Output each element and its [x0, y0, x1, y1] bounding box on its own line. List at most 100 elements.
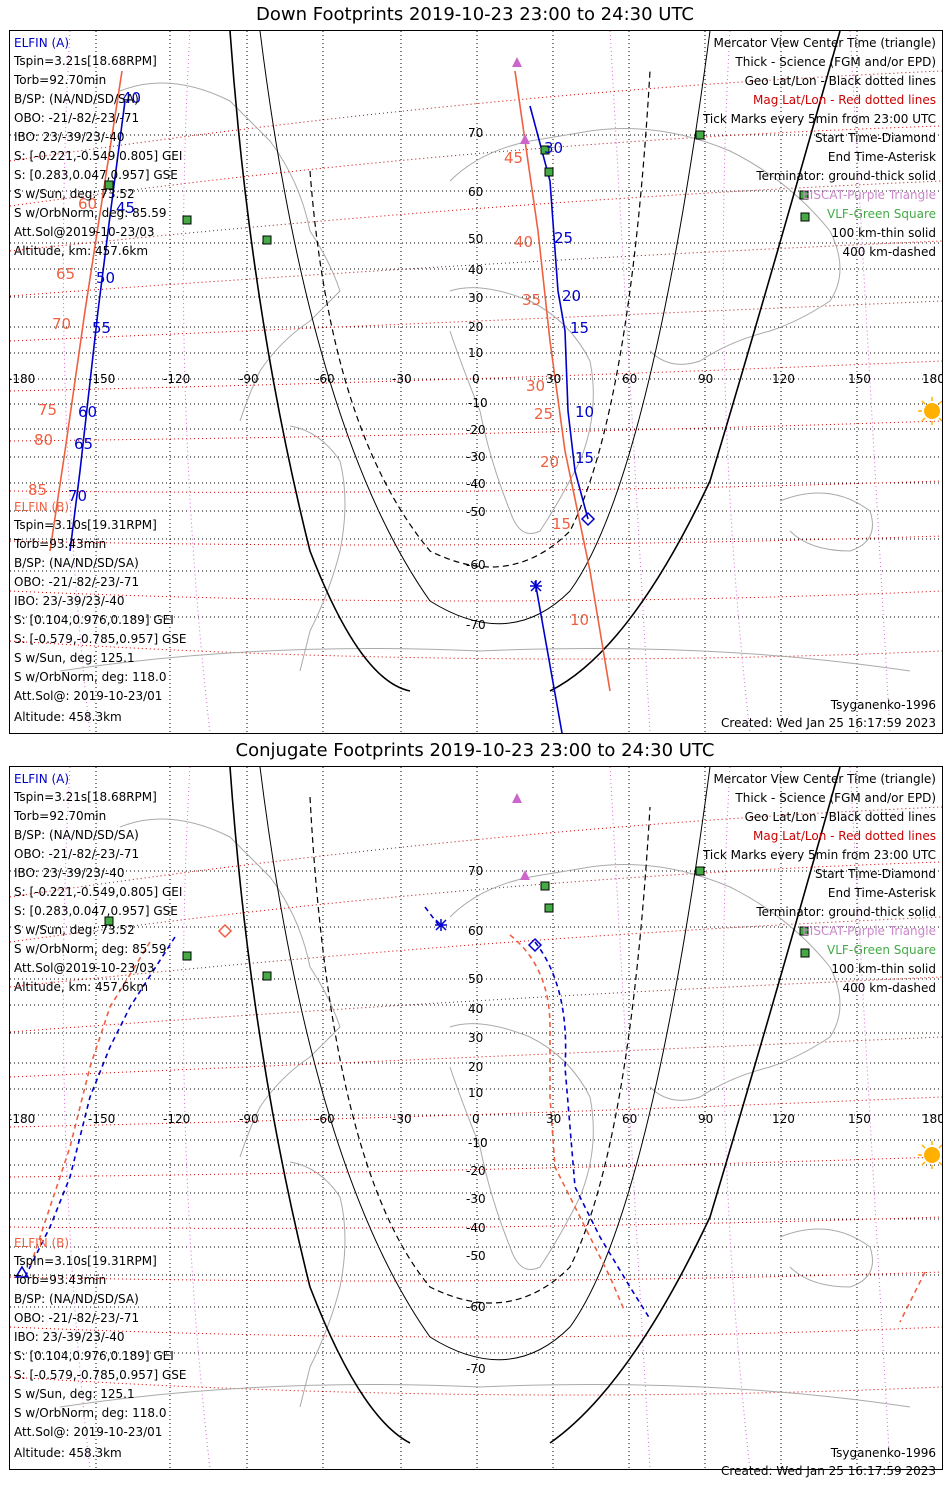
svg-text:Tspin=3.21s[18.68RPM]: Tspin=3.21s[18.68RPM] [13, 790, 157, 804]
svg-text:-120: -120 [163, 1112, 190, 1126]
vlf-square-icon [104, 180, 114, 190]
elfin-b-info-down: ELFIN (B) Tspin=3.10s[19.31RPM] Torb=93.… [13, 500, 187, 724]
view-center-triangle-icon [512, 793, 522, 803]
svg-text:45: 45 [116, 199, 135, 217]
svg-text:ELFIN (B): ELFIN (B) [14, 1236, 69, 1250]
svg-text:ELFIN (B): ELFIN (B) [14, 500, 69, 514]
svg-text:Altitude, km: 457.6km: Altitude, km: 457.6km [14, 244, 148, 258]
end-asterisk-icon [435, 919, 447, 931]
svg-text:15: 15 [552, 515, 571, 533]
terminator-down [229, 31, 841, 692]
svg-text:Tick Marks every 5min from 23:: Tick Marks every 5min from 23:00 UTC [702, 848, 936, 862]
elfin-b-track-down [49, 70, 611, 692]
svg-text:50: 50 [468, 232, 483, 246]
svg-text:B/SP: (NA/ND/SD/SA): B/SP: (NA/ND/SD/SA) [14, 1292, 139, 1306]
svg-text:60: 60 [78, 403, 97, 421]
svg-text:Geo Lat/Lon - Black dotted lin: Geo Lat/Lon - Black dotted lines [745, 810, 936, 824]
svg-text:S w/OrbNorm, deg: 118.0: S w/OrbNorm, deg: 118.0 [14, 670, 166, 684]
vlf-square-icon [544, 167, 554, 177]
svg-text:65: 65 [74, 435, 93, 453]
svg-text:-30: -30 [392, 372, 412, 386]
vlf-square-icon [800, 212, 810, 222]
svg-text:30: 30 [546, 372, 561, 386]
svg-text:25: 25 [554, 229, 573, 247]
svg-text:S: [-0.579,-0.785,0.957] GSE: S: [-0.579,-0.785,0.957] GSE [14, 632, 187, 646]
vlf-square-icon [540, 145, 550, 155]
svg-text:-70: -70 [466, 618, 486, 632]
svg-text:Tspin=3.10s[19.31RPM]: Tspin=3.10s[19.31RPM] [13, 518, 157, 532]
svg-text:Tsyganenko-1996: Tsyganenko-1996 [830, 698, 936, 712]
svg-text:Att.Sol@: 2019-10-23/01: Att.Sol@: 2019-10-23/01 [14, 1425, 162, 1439]
svg-text:20: 20 [562, 287, 581, 305]
svg-text:-40: -40 [466, 1221, 486, 1235]
coastlines-conjugate [59, 818, 911, 1408]
svg-text:50: 50 [96, 269, 115, 287]
svg-text:Mercator View Center Time (tri: Mercator View Center Time (triangle) [714, 36, 936, 50]
elfin-a-track-down [69, 100, 589, 733]
svg-text:-90: -90 [239, 372, 259, 386]
svg-text:75: 75 [38, 401, 57, 419]
map-frame-conjugate: -180 -150 -120 -90 -60 -30 0 30 60 90 12… [9, 766, 943, 1478]
svg-text:IBO: 23/-39/23/-40: IBO: 23/-39/23/-40 [14, 130, 125, 144]
svg-text:EISCAT-Purple Triangle: EISCAT-Purple Triangle [802, 188, 936, 202]
svg-text:30: 30 [468, 291, 483, 305]
svg-text:-30: -30 [392, 1112, 412, 1126]
sun-icon [918, 397, 942, 425]
lat-tick-labels-down: 70 60 50 40 30 20 10 -10 -20 -30 -40 -50… [466, 126, 488, 632]
svg-text:70: 70 [68, 487, 87, 505]
svg-text:-60: -60 [315, 1112, 335, 1126]
geo-grid-down [10, 31, 942, 733]
svg-text:85: 85 [28, 481, 47, 499]
start-diamond-icon [527, 937, 543, 953]
elfin-b-track-conjugate [29, 934, 926, 1323]
svg-text:Geo Lat/Lon - Black dotted lin: Geo Lat/Lon - Black dotted lines [745, 74, 936, 88]
svg-text:0: 0 [472, 372, 480, 386]
svg-text:-180: -180 [10, 1112, 35, 1126]
svg-text:10: 10 [468, 1086, 483, 1100]
svg-text:Created: Wed Jan 25 16:17:59 2: Created: Wed Jan 25 16:17:59 2023 [721, 1464, 936, 1478]
legend-conjugate: Mercator View Center Time (triangle) Thi… [702, 772, 936, 1478]
svg-text:ELFIN (A): ELFIN (A) [14, 772, 69, 786]
svg-text:S: [-0.221,-0.549,0.805] GEI: S: [-0.221,-0.549,0.805] GEI [14, 149, 182, 163]
svg-text:OBO: -21/-82/-23/-71: OBO: -21/-82/-23/-71 [14, 1311, 139, 1325]
svg-text:-70: -70 [466, 1362, 486, 1376]
svg-text:30: 30 [546, 1112, 561, 1126]
svg-text:Thick - Science (FGM and/or EP: Thick - Science (FGM and/or EPD) [734, 791, 936, 805]
svg-text:45: 45 [504, 149, 523, 167]
elfin-b-tick-labels-down: 60 65 70 75 80 85 45 40 35 30 25 20 15 1… [28, 149, 589, 629]
svg-text:90: 90 [698, 372, 713, 386]
start-diamond-icon [580, 511, 596, 527]
svg-text:S w/OrbNorm, deg: 85.59: S w/OrbNorm, deg: 85.59 [14, 942, 166, 956]
mercator-map-down: -180 -150 -120 -90 -60 -30 0 30 60 90 12… [10, 31, 942, 733]
mag-grid-conjugate [10, 806, 942, 1396]
svg-text:B/SP: (NA/ND/SD/SA): B/SP: (NA/ND/SD/SA) [14, 556, 139, 570]
svg-text:70: 70 [52, 315, 71, 333]
svg-text:Mag Lat/Lon - Red dotted lines: Mag Lat/Lon - Red dotted lines [753, 829, 936, 843]
elfin-a-info-conjugate: ELFIN (A) Tspin=3.21s[18.68RPM] Torb=92.… [13, 772, 182, 994]
svg-text:10: 10 [468, 346, 483, 360]
vlf-square-icon [800, 948, 810, 958]
vlf-square-icon [262, 235, 272, 245]
svg-text:180: 180 [922, 1112, 942, 1126]
svg-text:Altitude: 458.3km: Altitude: 458.3km [14, 710, 122, 724]
svg-text:S: [0.283,0.047,0.957] GSE: S: [0.283,0.047,0.957] GSE [14, 168, 178, 182]
svg-text:-90: -90 [239, 1112, 259, 1126]
svg-text:IBO: 23/-39/23/-40: IBO: 23/-39/23/-40 [14, 594, 125, 608]
elfin-a-track-conjugate [24, 906, 651, 1320]
svg-text:Mag Lat/Lon - Red dotted lines: Mag Lat/Lon - Red dotted lines [753, 93, 936, 107]
svg-text:100 km-thin solid: 100 km-thin solid [831, 962, 936, 976]
vlf-square-icon [695, 866, 705, 876]
geo-grid-conjugate [10, 767, 942, 1469]
svg-text:End Time-Asterisk: End Time-Asterisk [828, 886, 936, 900]
svg-text:0: 0 [472, 1112, 480, 1126]
svg-text:Tick Marks every 5min from 23:: Tick Marks every 5min from 23:00 UTC [702, 112, 936, 126]
svg-text:-60: -60 [466, 558, 486, 572]
svg-text:50: 50 [468, 972, 483, 986]
svg-text:180: 180 [922, 372, 942, 386]
svg-text:25: 25 [534, 405, 553, 423]
svg-text:OBO: -21/-82/-23/-71: OBO: -21/-82/-23/-71 [14, 111, 139, 125]
svg-text:-60: -60 [315, 372, 335, 386]
svg-text:70: 70 [468, 864, 483, 878]
lon-tick-labels-down: -180 -150 -120 -90 -60 -30 0 30 60 90 12… [10, 372, 942, 386]
svg-text:30: 30 [544, 139, 563, 157]
